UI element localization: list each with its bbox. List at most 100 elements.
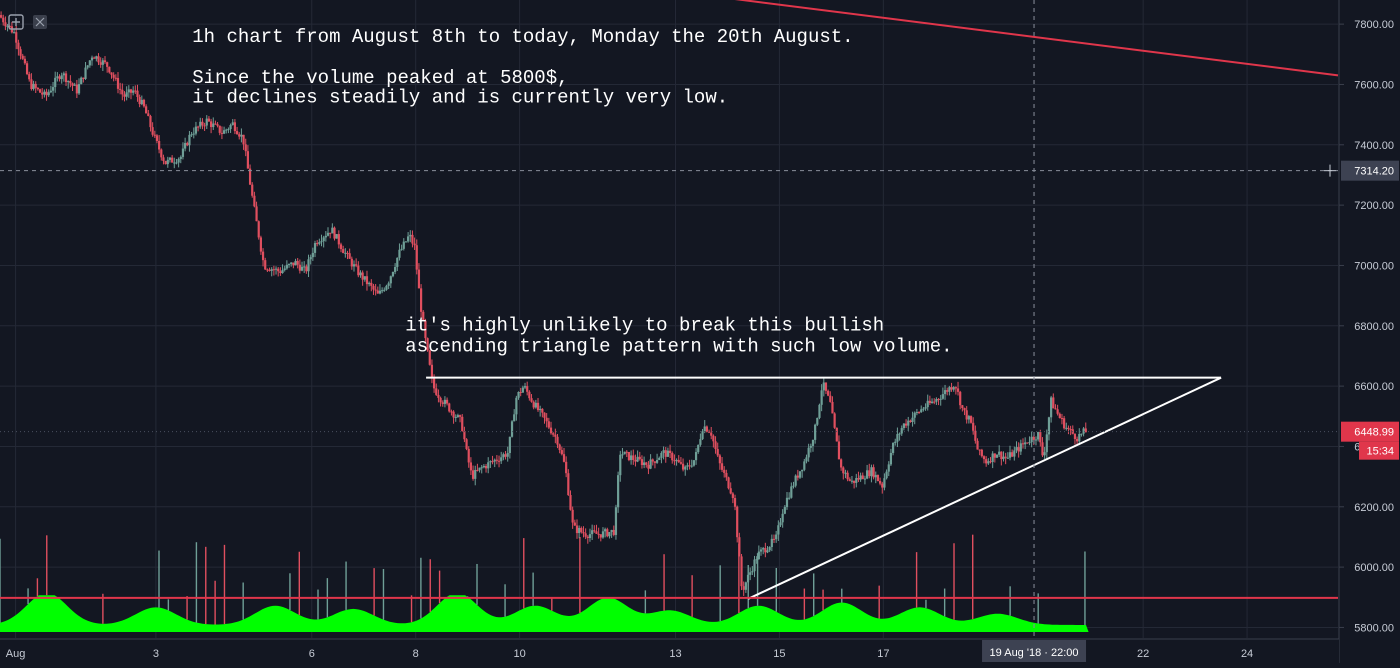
candle-body [129, 89, 133, 93]
candle-body [861, 475, 864, 480]
candle-body [662, 450, 665, 453]
candle-body [749, 572, 752, 575]
candle-body [846, 472, 849, 480]
candle-body [251, 184, 254, 196]
candle-body [597, 533, 600, 535]
candle-body [571, 509, 574, 523]
candle-body [240, 134, 243, 137]
candle-body [463, 430, 466, 440]
candle-body [755, 559, 758, 561]
candle-body [617, 475, 620, 508]
add-indicator-icon[interactable] [8, 14, 24, 30]
candle-body [673, 460, 676, 462]
candle-body [904, 423, 908, 426]
candle-body [285, 264, 288, 269]
candle-body [491, 461, 494, 463]
candle-body [500, 457, 503, 462]
candle-body [952, 387, 955, 390]
candle-body [636, 456, 639, 462]
candle-body [614, 507, 618, 535]
candle-body [171, 157, 174, 163]
candle-body [106, 62, 109, 67]
countdown-label: 15:34 [1366, 446, 1394, 458]
candle-body [889, 452, 893, 465]
candle-body [407, 236, 410, 242]
candle-body [1011, 452, 1014, 457]
candle-body [881, 483, 884, 488]
candle-body [913, 412, 916, 418]
candle-body [255, 206, 258, 222]
candle-body [177, 159, 180, 163]
candle-body [0, 15, 3, 18]
candle-body [474, 469, 477, 479]
candle-body [32, 83, 35, 90]
candle-body [326, 232, 330, 236]
candle-body [985, 459, 988, 464]
candle-body [192, 133, 195, 135]
trendline-triangle-bottom [747, 376, 1222, 600]
candle-body [218, 125, 221, 133]
candle-body [478, 467, 481, 471]
candle-body [508, 436, 511, 453]
candle-body [430, 364, 434, 378]
candle-body [703, 426, 706, 432]
candle-body [497, 460, 501, 462]
candle-body [725, 472, 728, 478]
candle-body [736, 506, 739, 538]
candle-body [827, 390, 830, 396]
candle-body [461, 416, 464, 431]
candle-body [790, 486, 793, 498]
trendlines[interactable] [0, 0, 1339, 600]
candle-body [253, 195, 256, 207]
candle-body [517, 391, 520, 398]
candle-body [348, 253, 351, 259]
candle-body [264, 260, 267, 270]
candle-body [917, 412, 921, 414]
candle-body [746, 574, 750, 583]
candle-body [690, 465, 693, 467]
candle-body [937, 399, 940, 401]
candle-body [809, 445, 812, 448]
candle-body [417, 269, 421, 289]
candle-body [86, 65, 89, 68]
candle-body [575, 525, 579, 534]
candle-body [207, 118, 211, 122]
candle-body [95, 56, 98, 59]
candle-body [82, 77, 85, 79]
candle-body [896, 434, 899, 442]
candle-body [848, 479, 851, 481]
candle-body [324, 235, 327, 238]
candle-body [261, 251, 265, 261]
candle-body [536, 402, 540, 411]
candle-body [471, 470, 475, 479]
candle-body [493, 459, 496, 462]
candle-body [781, 513, 784, 523]
candle-body [23, 58, 26, 64]
candle-body [1076, 438, 1079, 442]
candle-body [1073, 433, 1077, 439]
candle-body [972, 422, 975, 431]
candle-body [666, 450, 670, 457]
candle-body [766, 550, 769, 553]
candle-body [383, 289, 386, 291]
candle-body [738, 537, 741, 557]
candle-body [112, 74, 115, 78]
candle-body [530, 398, 533, 402]
candle-body [467, 448, 470, 463]
candle-body [796, 475, 799, 478]
candle-body [961, 405, 964, 409]
candle-body [60, 75, 63, 80]
candle-body [45, 91, 48, 96]
candle-body [686, 465, 689, 467]
candle-body [946, 390, 949, 392]
candle-body [439, 397, 442, 403]
candle-body [679, 462, 683, 464]
candle-body [342, 249, 345, 254]
candle-body [268, 269, 271, 271]
candle-body [552, 433, 555, 435]
candle-body [181, 148, 185, 157]
candle-body [1013, 450, 1016, 457]
